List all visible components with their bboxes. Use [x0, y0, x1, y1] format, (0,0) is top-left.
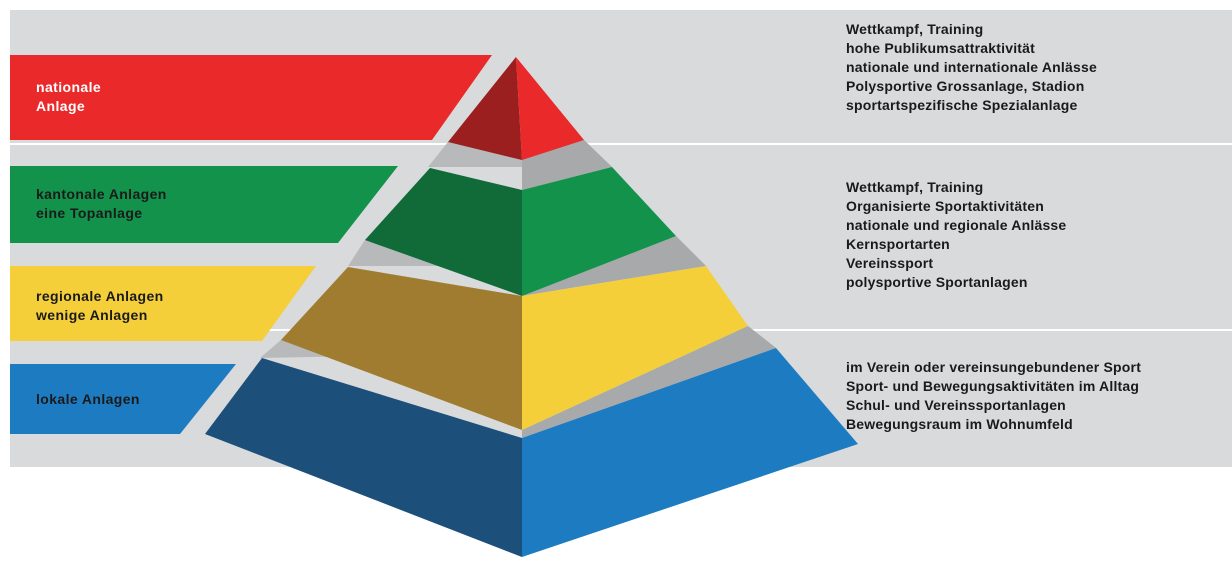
description-line: Bewegungsraum im Wohnumfeld: [846, 416, 1073, 432]
label-bar-local: [10, 364, 236, 434]
level-label-national: nationale Anlage: [36, 79, 102, 114]
pyramid-tier-local-right: [522, 348, 858, 557]
description-line: nationale und regionale Anlässe: [846, 217, 1067, 233]
description-line: hohe Publikumsattraktivität: [846, 40, 1035, 56]
description-line: Wettkampf, Training: [846, 21, 984, 37]
description-line: Kernsportarten: [846, 236, 950, 252]
description-line: polysportive Sportanlagen: [846, 274, 1028, 290]
pyramid-tier-national-left: [448, 57, 522, 160]
pyramid-tier-local-left: [205, 358, 522, 557]
description-national: Wettkampf, Training hohe Publikumsattrak…: [846, 20, 1097, 115]
description-line: im Verein oder vereinsungebundener Sport: [846, 359, 1142, 375]
pyramid-ledge: [522, 326, 776, 438]
level-label-cantonal: kantonale Anlagen eine Topanlage: [36, 186, 167, 221]
description-line: Vereinssport: [846, 255, 934, 271]
pyramid-tier-cantonal-right: [522, 167, 676, 296]
pyramid-tier-regional-right: [522, 266, 748, 430]
level-label-local: lokale Anlagen: [36, 391, 140, 407]
pyramid-tier-regional-left: [281, 267, 522, 430]
pyramid-tier-national-right: [516, 57, 584, 160]
description-cantonal-regional: Wettkampf, Training Organisierte Sportak…: [846, 178, 1066, 292]
description-line: Organisierte Sportaktivitäten: [846, 198, 1044, 214]
label-bar-national: [10, 55, 492, 140]
description-line: Wettkampf, Training: [846, 179, 984, 195]
description-local: im Verein oder vereinsungebundener Sport…: [846, 358, 1141, 434]
description-line: sportartspezifische Spezialanlage: [846, 97, 1078, 113]
level-label-regional: regionale Anlagen wenige Anlagen: [36, 288, 164, 323]
description-line: Polysportive Grossanlage, Stadion: [846, 78, 1085, 94]
label-bar-regional: [10, 266, 316, 341]
pyramid-ledge: [522, 236, 706, 296]
description-line: Sport- und Bewegungsaktivitäten im Allta…: [846, 378, 1140, 394]
description-line: nationale und internationale Anlässe: [846, 59, 1097, 75]
pyramid-tier-cantonal-left: [365, 168, 522, 296]
label-bar-cantonal: [10, 166, 398, 243]
description-line: Schul- und Vereinssportanlagen: [846, 397, 1066, 413]
